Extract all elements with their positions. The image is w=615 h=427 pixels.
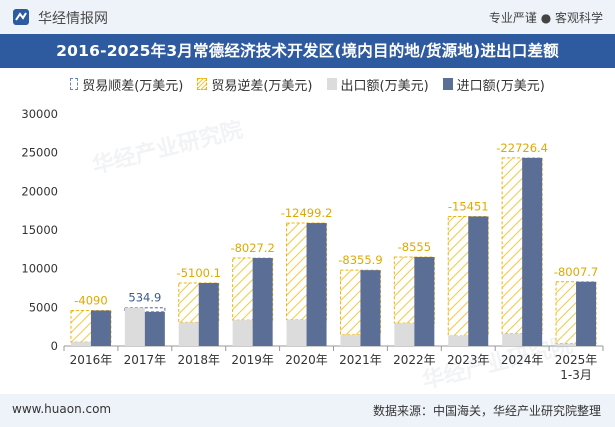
- x-tick-label: 2017年: [124, 353, 167, 367]
- balance-label: -8007.7: [554, 265, 598, 279]
- x-tick-label: 2024年: [501, 353, 544, 367]
- x-tick-label: 2023年: [447, 353, 490, 367]
- balance-label: -22726.4: [496, 141, 548, 155]
- balance-label: -8027.2: [230, 241, 274, 255]
- import-bar: [522, 157, 543, 346]
- export-bar: [340, 334, 361, 346]
- y-tick-label: 25000: [21, 146, 58, 160]
- tagline: 专业严谨 ● 客观科学: [488, 11, 603, 25]
- chart-title: 2016-2025年3月常德经济技术开发区(境内目的地/货源地)进出口差额: [0, 34, 615, 68]
- y-tick-label: 5000: [29, 300, 58, 314]
- balance-label: -4090: [74, 294, 107, 308]
- import-bar: [360, 270, 381, 346]
- export-bar: [448, 335, 469, 346]
- legend-swatch-deficit: [197, 78, 208, 90]
- x-tick-label: 2016年: [70, 353, 113, 367]
- balance-label: -15451: [448, 199, 489, 213]
- footer-url[interactable]: www.huaon.com: [12, 402, 112, 416]
- top-bar: 华经情报网 专业严谨 ● 客观科学: [0, 0, 615, 34]
- legend-swatch-surplus: [70, 78, 79, 90]
- x-tick-label: 2022年: [393, 353, 436, 367]
- import-bar: [576, 281, 597, 346]
- export-bar: [232, 320, 253, 346]
- footer-source: 数据来源：中国海关，华经产业研究院整理: [372, 404, 601, 418]
- x-tick-label: 2018年: [177, 353, 220, 367]
- export-bar: [556, 343, 577, 346]
- legend: 贸易顺差(万美元) 贸易逆差(万美元) 出口额(万美元) 进口额(万美元): [0, 74, 615, 94]
- balance-label: -8355.9: [338, 253, 382, 267]
- y-tick-label: 10000: [21, 262, 58, 276]
- balance-label: -12499.2: [281, 206, 333, 220]
- legend-item-export: 出口额(万美元): [326, 75, 429, 94]
- import-bar: [252, 258, 273, 346]
- x-tick-label: 1-3月: [560, 368, 592, 382]
- legend-item-import: 进口额(万美元): [442, 75, 545, 94]
- legend-label-export: 出口额(万美元): [340, 78, 429, 94]
- export-bar: [394, 323, 415, 346]
- y-tick-label: 30000: [21, 107, 58, 121]
- import-bar: [198, 282, 219, 346]
- import-bar: [468, 216, 489, 346]
- brand-name: 华经情报网: [38, 11, 108, 27]
- legend-label-surplus: 贸易顺差(万美元): [82, 78, 184, 94]
- balance-label: -8555: [398, 240, 431, 254]
- export-bar: [502, 333, 523, 346]
- import-bar: [144, 311, 165, 346]
- export-bar: [286, 319, 307, 346]
- import-bar: [306, 223, 327, 346]
- logo-icon: [13, 9, 29, 25]
- legend-label-deficit: 贸易逆差(万美元): [211, 78, 313, 94]
- balance-label: -5100.1: [177, 266, 221, 280]
- legend-item-surplus: 贸易顺差(万美元): [70, 75, 183, 94]
- export-bar: [178, 322, 199, 346]
- legend-swatch-export: [326, 78, 337, 90]
- legend-item-deficit: 贸易逆差(万美元): [197, 75, 313, 94]
- import-bar: [90, 310, 111, 346]
- x-tick-label: 2025年: [555, 353, 598, 367]
- y-tick-label: 20000: [21, 184, 58, 198]
- x-tick-label: 2019年: [231, 353, 274, 367]
- export-bar: [70, 342, 91, 346]
- chart-area: 0 5000 10000 15000 20000 25000 30000 -4090 2016年…: [21, 107, 604, 382]
- x-tick-label: 2021年: [339, 353, 382, 367]
- y-tick-label: 0: [51, 339, 58, 353]
- export-bar: [124, 307, 145, 346]
- y-tick-label: 15000: [21, 223, 58, 237]
- import-bar: [414, 257, 435, 346]
- footer: www.huaon.com 数据来源：中国海关，华经产业研究院整理: [0, 394, 615, 427]
- legend-swatch-import: [442, 78, 453, 90]
- x-tick-label: 2020年: [285, 353, 328, 367]
- balance-label: 534.9: [128, 291, 161, 305]
- legend-label-import: 进口额(万美元): [456, 78, 545, 94]
